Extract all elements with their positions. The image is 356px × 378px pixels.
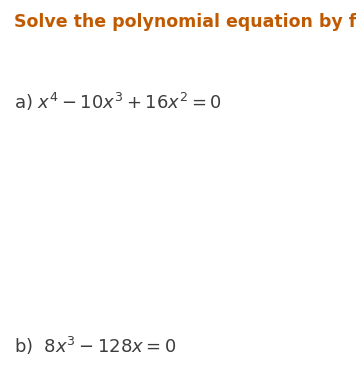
Text: Solve the polynomial equation by factoring: Solve the polynomial equation by factori… xyxy=(14,13,356,31)
Text: b)  $8x^3 - 128x = 0$: b) $8x^3 - 128x = 0$ xyxy=(14,335,177,356)
Text: a) $x^4 - 10x^3 + 16x^2 = 0$: a) $x^4 - 10x^3 + 16x^2 = 0$ xyxy=(14,91,222,113)
